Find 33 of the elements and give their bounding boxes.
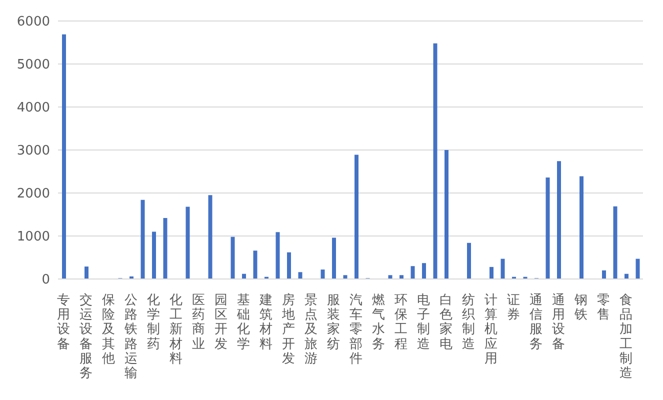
x-tick-label: 纺织制造 [462, 293, 476, 352]
x-tick-label: 房地产开发 [281, 292, 296, 366]
x-tick-label: 环保工程 [394, 293, 408, 352]
y-tick-label: 2000 [16, 186, 50, 202]
x-tick-label: 基础化学 [236, 293, 250, 352]
x-tick-label: 电子制造 [417, 293, 430, 352]
x-tick-label: 医药商业 [192, 293, 206, 352]
x-tick-label: 景点及旅游 [304, 293, 318, 366]
x-tick-label: 建筑材料 [258, 293, 273, 352]
x-tick-label: 零售 [597, 293, 610, 323]
x-tick-label: 钢铁 [574, 293, 588, 323]
x-tick-label: 汽车零部件 [350, 293, 363, 366]
x-tick-label: 计算机应用 [484, 293, 498, 366]
x-tick-label: 通用设备 [552, 293, 566, 352]
x-tick-label: 服装家纺 [327, 293, 340, 352]
y-tick-label: 5000 [16, 58, 50, 73]
x-tick-label: 通信服务 [530, 293, 543, 352]
x-tick-label: 化学制药 [147, 293, 160, 352]
x-tick-label: 燃气水务 [372, 293, 386, 352]
x-tick-label: 食品加工制造 [620, 293, 633, 381]
y-tick-label: 4000 [16, 100, 50, 116]
x-tick-label: 交运设备服务 [80, 292, 93, 381]
x-tick-label: 公路铁路运输 [124, 293, 138, 381]
x-tick-label: 证券 [507, 293, 520, 323]
x-tick-label: 白色家电 [440, 293, 453, 352]
y-tick-label: 3000 [16, 144, 50, 159]
x-tick-label: 园区开发 [214, 293, 228, 352]
y-tick-label: 1000 [16, 230, 50, 245]
x-tick-label: 专用设备 [57, 293, 70, 352]
y-tick-label: 0 [42, 272, 50, 288]
y-tick-label: 6000 [16, 14, 50, 30]
x-tick-label: 保险及其他 [102, 293, 116, 366]
x-tick-label: 化工新材料 [168, 293, 183, 366]
